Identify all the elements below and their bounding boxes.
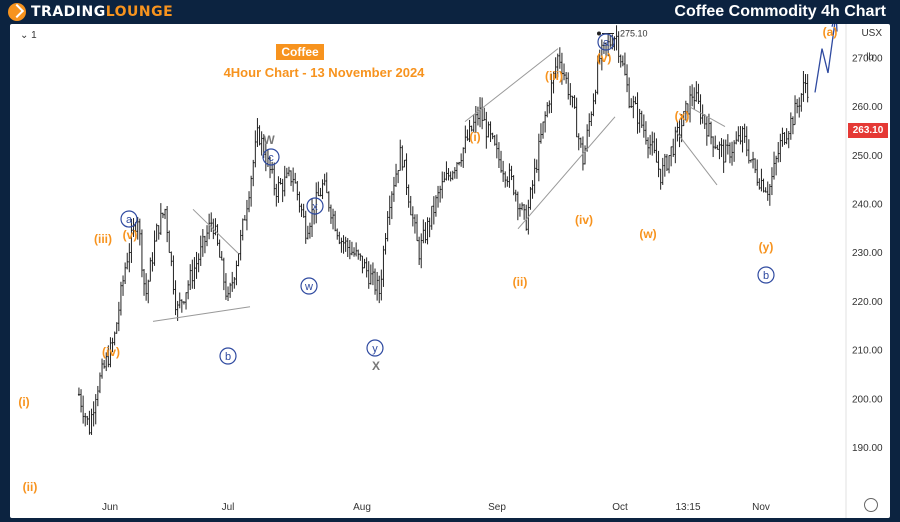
- wave-label: (a): [823, 25, 838, 39]
- wave-label: c: [268, 152, 274, 164]
- y-tick-label: 190.00: [852, 443, 883, 454]
- wave-label-circle: [306, 197, 324, 215]
- wave-label: a: [126, 214, 133, 226]
- wave-label: (i): [18, 395, 29, 409]
- trend-channel-line: [464, 48, 559, 123]
- settings-icon[interactable]: [864, 498, 878, 512]
- y-tick-label: 240.00: [852, 199, 883, 210]
- wave-label: (v): [123, 228, 138, 242]
- wave-label: b: [763, 270, 769, 282]
- price-chart[interactable]: 275.10 Coffee 4Hour Chart - 13 November 20…: [10, 24, 890, 518]
- wave-label: (v): [597, 51, 612, 65]
- wave-label: X: [372, 359, 380, 373]
- y-tick-label: 220.00: [852, 297, 883, 308]
- wave-label: x: [312, 201, 318, 213]
- y-tick-label: 250.00: [852, 151, 883, 162]
- x-tick-label: Oct: [612, 502, 628, 513]
- x-tick-label: Aug: [353, 502, 371, 513]
- interval-label: 1: [31, 30, 37, 41]
- currency-label[interactable]: USX: [861, 28, 882, 39]
- wave-label: (w): [639, 227, 656, 241]
- wave-label: a: [603, 37, 610, 49]
- unit-label[interactable]: lb: [866, 52, 874, 63]
- wave-label: W: [263, 133, 275, 147]
- trend-channel-line: [689, 106, 726, 127]
- wave-label-circle: [120, 210, 138, 228]
- peak-marker: [597, 31, 601, 36]
- chevron-down-icon: ⌄: [20, 30, 29, 41]
- wave-label: (iv): [575, 213, 593, 227]
- x-tick-label: Nov: [752, 502, 770, 513]
- x-axis: Jun Jul Aug Sep Oct 13:15 Nov: [102, 502, 770, 513]
- projection-arrow: [831, 24, 838, 32]
- candles-group: [77, 25, 809, 435]
- y-axis: 270.00 260.00 250.00 240.00 230.00 220.00 210.…: [845, 24, 883, 518]
- x-tick-label: Sep: [488, 502, 506, 513]
- x-tick-label: Jul: [222, 502, 235, 513]
- trend-channel-line: [517, 116, 616, 230]
- x-tick-label: 13:15: [675, 502, 700, 513]
- wave-label: (x): [675, 109, 690, 123]
- projection-line: [814, 24, 836, 93]
- wave-label: (i): [469, 130, 480, 144]
- symbol-label: Coffee: [281, 45, 319, 59]
- peak-price-label: 275.10: [620, 29, 648, 39]
- trend-channel-line: [675, 131, 718, 186]
- wave-label: b: [225, 351, 231, 363]
- y-tick-label: 210.00: [852, 346, 883, 357]
- wave-label: (iii): [545, 69, 563, 83]
- wave-label: (ii): [23, 480, 38, 494]
- y-tick-label: 260.00: [852, 102, 883, 113]
- current-price-tag: 263.10: [848, 123, 888, 138]
- page-title: Coffee Commodity 4h Chart: [674, 3, 886, 20]
- interval-selector[interactable]: ⌄ 1: [16, 28, 41, 43]
- chart-subtitle: 4Hour Chart - 13 November 2024: [224, 65, 426, 80]
- annotations-group: 275.10 Coffee 4Hour Chart - 13 November 20…: [18, 24, 838, 494]
- x-tick-label: Jun: [102, 502, 118, 513]
- wave-label-circle: [300, 277, 318, 295]
- y-tick-label: 230.00: [852, 248, 883, 259]
- wave-label-circle: [366, 339, 384, 357]
- wave-label-circle: [262, 148, 280, 166]
- symbol-badge-bg: [276, 44, 324, 60]
- trend-channel-line: [152, 306, 251, 322]
- header-bar: TRADINGLOUNGE Coffee Commodity 4h Chart: [0, 0, 900, 24]
- wave-label: (iii): [94, 232, 112, 246]
- wave-label-circle: [757, 266, 775, 284]
- chart-area[interactable]: ⌄ 1 USX lb 275.10 Coffee 4Hour Chart - 13 …: [10, 24, 890, 518]
- wave-label-circle: [597, 33, 615, 51]
- wave-label: (ii): [513, 275, 528, 289]
- wave-label: y: [372, 343, 378, 355]
- brand-logo: TRADINGLOUNGE: [8, 2, 173, 22]
- y-tick-label: 200.00: [852, 394, 883, 405]
- wave-label: (iv): [102, 345, 120, 359]
- wave-label: w: [304, 281, 313, 293]
- logo-icon: [8, 3, 26, 21]
- y-tick-label: 270.00: [852, 53, 883, 64]
- trend-channel-line: [192, 208, 239, 254]
- wave-label: (y): [759, 240, 774, 254]
- wave-label-circle: [219, 347, 237, 365]
